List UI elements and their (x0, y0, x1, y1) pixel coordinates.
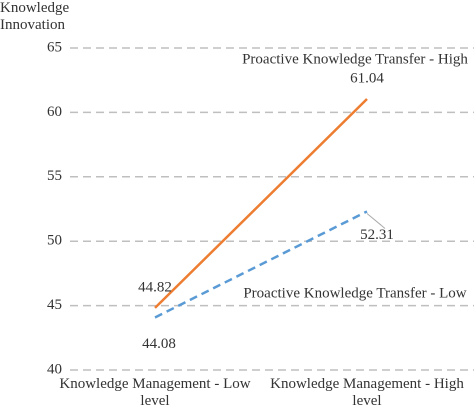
data-label: 44.08 (142, 336, 176, 352)
data-label: 61.04 (350, 70, 384, 86)
data-label: 52.31 (360, 227, 394, 243)
y-axis-label: Knowledge Innovation (0, 0, 70, 33)
x-tick-label: Knowledge Management - Low level (59, 376, 251, 409)
y-tick-label: 65 (47, 39, 62, 55)
y-tick-label: 50 (47, 233, 62, 249)
leader-line (366, 213, 386, 229)
series-label: Proactive Knowledge Transfer - High (242, 51, 468, 67)
line (154, 210, 368, 319)
x-tick-label: Knowledge Management - High level (270, 376, 464, 409)
y-tick-label: 45 (47, 297, 62, 313)
y-tick-label: 55 (47, 168, 62, 184)
y-tick-label: 60 (47, 104, 62, 120)
series-label: Proactive Knowledge Transfer - Low (243, 285, 466, 301)
data-label: 44.82 (138, 279, 172, 295)
line (154, 98, 368, 309)
y-tick-label: 40 (47, 361, 62, 377)
